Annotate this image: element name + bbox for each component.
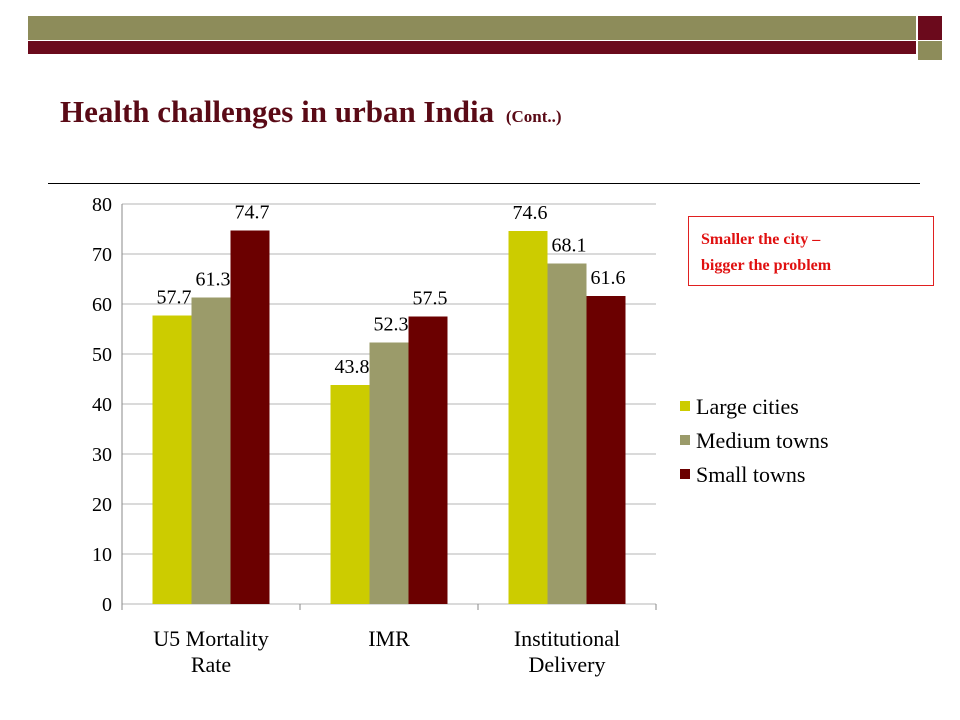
data-label: 61.6 — [591, 267, 626, 289]
slide-title-text: Health challenges in urban India — [60, 94, 495, 129]
title-bar-decoration — [28, 16, 942, 60]
bar — [191, 297, 231, 604]
corner-square-maroon — [918, 16, 942, 40]
legend-entry: Small towns — [696, 462, 805, 487]
data-label: 52.3 — [374, 314, 409, 336]
title-underline — [48, 183, 920, 184]
bar — [330, 385, 370, 604]
data-label: 74.6 — [513, 202, 548, 224]
data-label: 43.8 — [335, 356, 370, 378]
y-tick-label: 70 — [92, 244, 112, 266]
bar — [408, 316, 448, 604]
data-label: 74.7 — [235, 202, 270, 224]
bar — [586, 296, 626, 604]
bar — [547, 263, 587, 604]
callout-line-2: bigger the problem — [701, 257, 832, 274]
y-tick-label: 0 — [102, 594, 112, 616]
y-tick-label: 30 — [92, 444, 112, 466]
data-label: 57.5 — [413, 288, 448, 310]
data-label: 61.3 — [196, 269, 231, 291]
x-tick-label: Rate — [191, 652, 231, 677]
legend-swatch — [680, 435, 690, 445]
x-tick-label: IMR — [368, 626, 410, 651]
callout-box: Smaller the city – bigger the problem — [688, 216, 934, 286]
data-label: 68.1 — [552, 235, 587, 257]
data-label: 57.7 — [157, 287, 192, 309]
y-tick-label: 10 — [92, 544, 112, 566]
bar — [508, 231, 548, 604]
y-tick-label: 20 — [92, 494, 112, 516]
legend-swatch — [680, 401, 690, 411]
band-olive-top — [28, 16, 916, 40]
legend-entry: Medium towns — [696, 428, 829, 453]
x-tick-label: U5 Mortality — [153, 626, 269, 651]
callout-line-1: Smaller the city – — [701, 231, 821, 248]
y-tick-label: 60 — [92, 294, 112, 316]
y-tick-label: 40 — [92, 394, 112, 416]
legend-entry: Large cities — [696, 394, 799, 419]
slide-title-suffix: (Cont..) — [505, 107, 562, 126]
y-tick-label: 80 — [92, 194, 112, 216]
band-maroon-bottom — [28, 41, 916, 54]
bar — [152, 315, 192, 604]
bar — [369, 342, 409, 604]
bar — [230, 230, 270, 604]
legend-swatch — [680, 469, 690, 479]
x-tick-label: Institutional — [514, 626, 620, 651]
bar-chart: 0 10 20 30 40 50 60 70 80 57.761.3 74.7 U5 Mortalit… — [92, 194, 829, 677]
corner-square-olive — [918, 41, 942, 60]
slide-title: Health challenges in urban India (Cont..… — [60, 94, 562, 130]
y-tick-label: 50 — [92, 344, 112, 366]
x-tick-label: Delivery — [529, 652, 606, 677]
